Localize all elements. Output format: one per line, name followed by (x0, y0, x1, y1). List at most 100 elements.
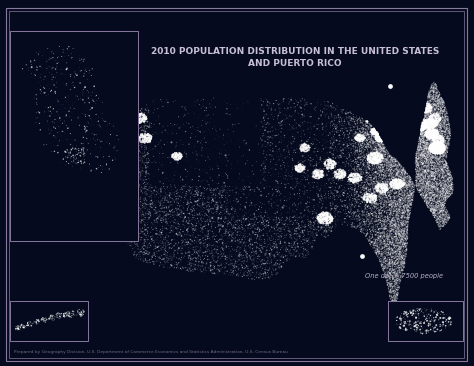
Point (95, 75, 103, 81)
Point (432, 214, 440, 220)
Point (388, 255, 395, 261)
Point (433, 181, 441, 187)
Point (91, 137, 99, 143)
Point (53, 314, 61, 320)
Point (73, 69, 81, 75)
Point (77, 45, 85, 51)
Point (428, 102, 436, 108)
Point (72, 66, 79, 72)
Point (376, 167, 384, 172)
Point (89, 77, 96, 83)
Point (432, 82, 440, 88)
Point (66, 76, 73, 82)
Point (139, 115, 146, 121)
Point (343, 114, 351, 120)
Point (72, 97, 80, 103)
Point (341, 145, 349, 151)
Point (72, 154, 79, 160)
Point (391, 167, 398, 173)
Point (267, 227, 274, 233)
Point (88, 162, 95, 168)
Point (74, 106, 82, 112)
Point (96, 126, 103, 131)
Point (222, 246, 230, 252)
Point (373, 143, 380, 149)
Point (82, 133, 90, 139)
Point (379, 182, 387, 188)
Point (404, 206, 412, 212)
Point (425, 163, 433, 168)
Point (426, 115, 433, 121)
Point (352, 148, 360, 154)
Point (400, 184, 408, 190)
Point (415, 148, 423, 154)
Point (398, 275, 405, 281)
Point (374, 131, 381, 137)
Point (395, 212, 403, 218)
Point (381, 148, 389, 154)
Point (102, 114, 109, 120)
Point (371, 244, 378, 250)
Point (57, 120, 64, 126)
Point (399, 178, 406, 184)
Point (147, 238, 155, 244)
Point (430, 208, 438, 214)
Point (402, 244, 410, 250)
Point (383, 167, 390, 172)
Point (90, 112, 98, 117)
Point (100, 155, 107, 161)
Point (88, 86, 95, 92)
Point (54, 113, 62, 119)
Point (430, 131, 438, 137)
Point (329, 178, 337, 184)
Point (319, 213, 326, 219)
Point (210, 213, 218, 219)
Point (73, 137, 81, 142)
Point (323, 219, 331, 224)
Point (391, 285, 399, 291)
Point (402, 182, 410, 187)
Point (390, 236, 397, 242)
Point (439, 177, 447, 183)
Point (160, 217, 167, 223)
Point (370, 127, 377, 132)
Point (118, 164, 126, 170)
Point (362, 202, 370, 208)
Point (380, 240, 387, 246)
Point (418, 127, 425, 133)
Point (426, 124, 434, 130)
Point (69, 131, 76, 137)
Point (399, 221, 406, 227)
Point (396, 177, 403, 183)
Point (434, 146, 442, 152)
Point (372, 147, 380, 153)
Point (411, 180, 419, 186)
Point (414, 180, 422, 186)
Point (76, 156, 84, 162)
Point (374, 137, 382, 142)
Point (392, 175, 400, 181)
Point (95, 154, 103, 160)
Point (204, 235, 211, 241)
Point (139, 134, 147, 140)
Point (314, 172, 322, 178)
Point (383, 172, 391, 178)
Point (86, 110, 93, 116)
Point (68, 62, 76, 68)
Point (88, 160, 95, 166)
Point (373, 196, 381, 202)
Point (87, 157, 94, 163)
Point (33, 114, 41, 120)
Point (382, 168, 389, 174)
Point (85, 67, 93, 73)
Point (76, 69, 83, 75)
Point (424, 104, 432, 109)
Point (100, 100, 108, 106)
Point (56, 117, 64, 123)
Point (443, 155, 450, 161)
Point (428, 193, 435, 198)
Point (390, 216, 397, 222)
Point (89, 87, 97, 93)
Point (91, 143, 98, 149)
Point (306, 235, 313, 241)
